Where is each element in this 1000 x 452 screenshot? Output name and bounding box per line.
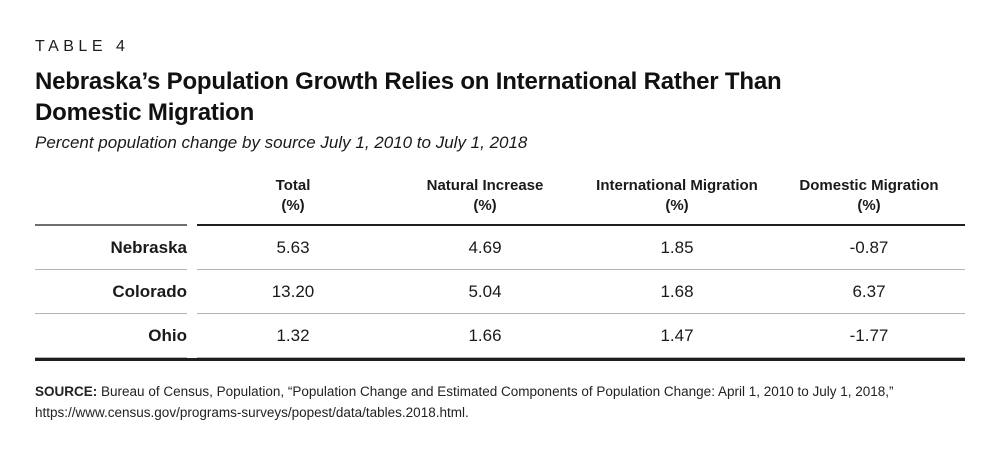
- row-label: Colorado: [35, 270, 187, 314]
- column-headers: Total (%) Natural Increase (%) Internati…: [197, 177, 965, 226]
- row-label: Ohio: [35, 314, 187, 358]
- cell-value: 1.85: [660, 237, 694, 257]
- table-row-nebraska: Nebraska 5.63 4.69 1.85 -0.87: [35, 226, 965, 270]
- source-label: SOURCE:: [35, 384, 98, 399]
- table-row-ohio: Ohio 1.32 1.66 1.47 -1.77: [35, 314, 965, 358]
- column-header-total: Total (%): [197, 177, 389, 215]
- row-label-column-header: [35, 177, 187, 226]
- column-header-label: Natural Increase: [426, 177, 544, 194]
- column-header-label: Total: [275, 177, 311, 194]
- source-text: Bureau of Census, Population, “Populatio…: [101, 384, 894, 399]
- cell-value: 5.04: [468, 281, 502, 301]
- row-label: Nebraska: [35, 226, 187, 270]
- column-header-label: Domestic Migration: [799, 177, 939, 194]
- cell-value: -1.77: [849, 325, 889, 345]
- column-header-unit: (%): [665, 197, 689, 214]
- cell-value: 6.37: [852, 281, 886, 301]
- column-header-unit: (%): [281, 197, 305, 214]
- column-header-unit: (%): [857, 197, 881, 214]
- source-note: SOURCE: Bureau of Census, Population, “P…: [35, 381, 965, 423]
- column-header-natural-increase: Natural Increase (%): [389, 177, 581, 215]
- table-bottom-rule: [35, 358, 965, 361]
- table-header-row: Total (%) Natural Increase (%) Internati…: [35, 177, 965, 226]
- table-figure: TABLE 4 Nebraska’s Population Growth Rel…: [0, 38, 1000, 423]
- cell-value: -0.87: [849, 237, 889, 257]
- column-header-international-migration: International Migration (%): [581, 177, 773, 215]
- cell-value: 1.68: [660, 281, 694, 301]
- row-values: 5.63 4.69 1.85 -0.87: [197, 226, 965, 270]
- column-header-unit: (%): [473, 197, 497, 214]
- cell-value: 1.66: [468, 325, 502, 345]
- table-row-colorado: Colorado 13.20 5.04 1.68 6.37: [35, 270, 965, 314]
- column-header-domestic-migration: Domestic Migration (%): [773, 177, 965, 215]
- cell-value: 5.63: [276, 237, 310, 257]
- data-table: Total (%) Natural Increase (%) Internati…: [35, 177, 965, 361]
- row-values: 1.32 1.66 1.47 -1.77: [197, 314, 965, 358]
- table-title: Nebraska’s Population Growth Relies on I…: [35, 68, 782, 126]
- source-url: https://www.census.gov/programs-surveys/…: [35, 405, 469, 420]
- column-header-label: International Migration: [596, 177, 758, 194]
- cell-value: 1.32: [276, 325, 310, 345]
- cell-value: 4.69: [468, 237, 502, 257]
- row-values: 13.20 5.04 1.68 6.37: [197, 270, 965, 314]
- cell-value: 1.47: [660, 325, 694, 345]
- cell-value: 13.20: [271, 281, 315, 301]
- table-number: TABLE 4: [35, 38, 130, 55]
- table-subtitle: Percent population change by source July…: [35, 133, 528, 152]
